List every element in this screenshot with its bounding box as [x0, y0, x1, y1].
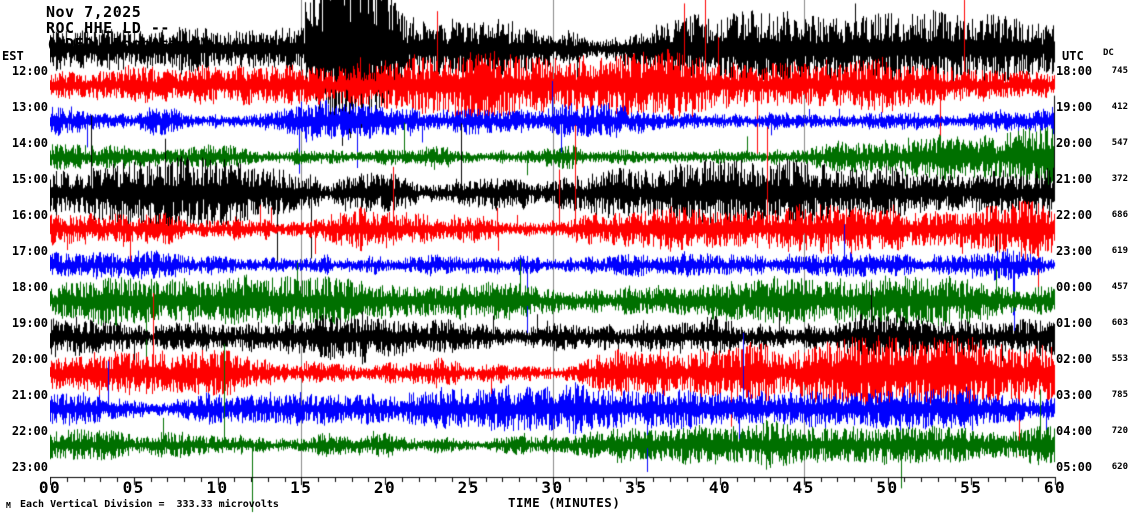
dc-value: 745: [1111, 66, 1128, 76]
x-tick-label: 05: [122, 478, 145, 497]
x-tick-label: 40: [708, 478, 732, 497]
dc-value: 553: [1111, 354, 1128, 364]
x-tick-label: 35: [625, 478, 648, 497]
est-time-label: 23:00: [11, 460, 48, 474]
seismogram-traces-canvas: [50, 0, 1058, 519]
utc-time-label: 01:00: [1056, 316, 1093, 330]
x-axis-title: TIME (MINUTES): [508, 495, 621, 510]
est-time-label: 18:00: [11, 280, 48, 294]
dc-value: 412: [1111, 102, 1128, 112]
est-time-label: 15:00: [11, 172, 48, 186]
x-tick-label: 30: [541, 478, 564, 497]
utc-time-label: 18:00: [1056, 64, 1093, 78]
utc-time-label: 23:00: [1056, 244, 1093, 258]
est-time-label: 16:00: [11, 208, 48, 222]
x-tick-label: 45: [792, 478, 815, 497]
est-time-label: 14:00: [11, 136, 48, 150]
station-label: ROC HHE LD --: [46, 19, 170, 37]
watermark-glyph: M: [6, 501, 11, 510]
utc-time-label: 21:00: [1056, 172, 1093, 186]
utc-time-label: 20:00: [1056, 136, 1093, 150]
left-timezone-label: EST: [2, 49, 24, 63]
x-tick-label: 15: [290, 478, 313, 497]
utc-time-label: 03:00: [1056, 388, 1093, 402]
x-tick-label: 25: [457, 478, 480, 497]
est-time-label: 17:00: [11, 244, 48, 258]
est-time-label: 13:00: [11, 100, 48, 114]
dc-value: 372: [1111, 174, 1128, 184]
date-label: Nov 7,2025: [46, 3, 142, 21]
est-time-label: 21:00: [11, 388, 48, 402]
dc-value: 785: [1111, 390, 1128, 400]
est-time-label: 22:00: [11, 424, 48, 438]
dc-value: 457: [1111, 282, 1128, 292]
dc-value: 686: [1111, 210, 1128, 220]
dc-column-header: DC: [1103, 48, 1114, 58]
est-time-label: 12:00: [11, 64, 48, 78]
x-tick-label: 50: [876, 478, 899, 497]
x-tick-label: 10: [206, 478, 229, 497]
utc-time-label: 05:00: [1056, 460, 1093, 474]
dc-value: 620: [1111, 462, 1128, 472]
x-tick-label: 20: [373, 478, 397, 497]
x-tick-label: 00: [38, 478, 62, 497]
utc-time-label: 02:00: [1056, 352, 1093, 366]
est-time-label: 19:00: [11, 316, 48, 330]
utc-time-label: 04:00: [1056, 424, 1093, 438]
right-timezone-label: UTC: [1062, 49, 1084, 63]
scale-note: Each Vertical Division = 333.33 microvol…: [20, 499, 279, 510]
dc-value: 720: [1111, 426, 1128, 436]
utc-time-label: 22:00: [1056, 208, 1093, 222]
dc-value: 547: [1111, 138, 1128, 148]
x-tick-label: 60: [1043, 478, 1067, 497]
est-time-label: 20:00: [11, 352, 48, 366]
site-label: (LDEO, Rochester): [46, 35, 209, 53]
dc-value: 603: [1111, 318, 1128, 328]
utc-time-label: 19:00: [1056, 100, 1093, 114]
dc-value: 619: [1111, 246, 1128, 256]
utc-time-label: 00:00: [1056, 280, 1093, 294]
x-tick-label: 55: [960, 478, 983, 497]
